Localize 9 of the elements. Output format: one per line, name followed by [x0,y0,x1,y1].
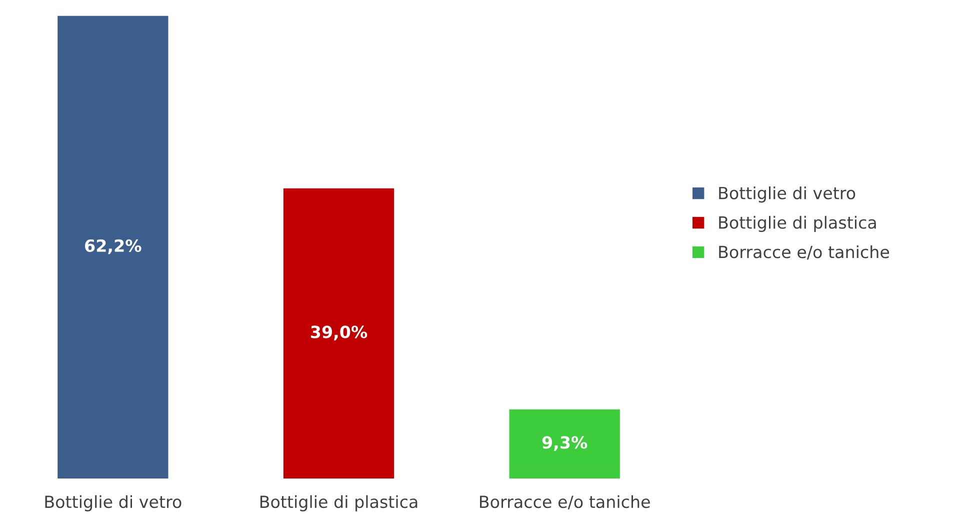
x-tick-label: Bottiglie di plastica [260,495,418,512]
legend-label: Bottiglie di vetro [719,186,856,203]
data-label: 9,3% [542,436,588,451]
data-label: 39,0% [310,326,368,340]
data-label: 62,2% [85,239,142,254]
x-tick-label: Bottiglie di vetro [45,495,182,512]
legend-label: Bottiglie di plastica [719,216,876,232]
x-tick-label: Borracce e/o taniche [480,495,650,510]
legend-label: Borracce e/o taniche [719,245,890,260]
